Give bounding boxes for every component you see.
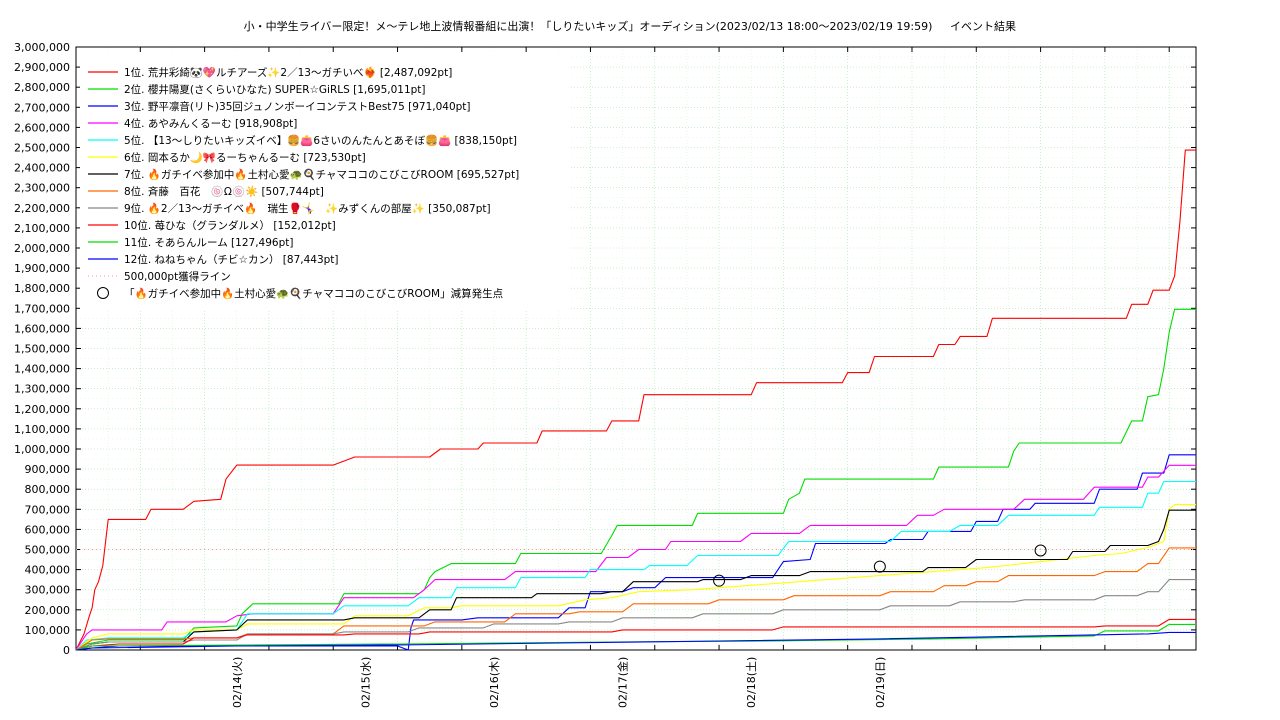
- y-tick-label: 2,300,000: [14, 182, 70, 195]
- legend-label: 2位. 櫻井陽夏(さくらいひなた) SUPER☆GiRLS [1,695,011…: [124, 83, 426, 96]
- legend-label: 12位. ねねちゃん（チビ☆カン） [87,443pt]: [124, 253, 339, 266]
- x-tick-label: 02/18(土): [745, 657, 758, 708]
- y-tick-label: 2,100,000: [14, 222, 70, 235]
- y-tick-label: 300,000: [25, 584, 71, 597]
- marker-group: [713, 544, 1047, 587]
- series-line: [75, 631, 1196, 651]
- y-tick-label: 1,300,000: [14, 383, 70, 396]
- y-tick-label: 0: [63, 644, 70, 657]
- series-line: [75, 618, 1196, 651]
- chart-title: 小・中学生ライバー限定！メ〜テレ地上波情報番組に出演！「しりたいキッズ」オーディ…: [244, 19, 933, 33]
- x-tick-label: 02/16(木): [488, 657, 501, 708]
- y-tick-label: 2,600,000: [14, 121, 70, 134]
- series-line: [75, 623, 1196, 651]
- y-tick-label: 2,500,000: [14, 142, 70, 155]
- legend-label: 1位. 荒井彩綺🐼💖ルチアーズ✨2／13〜ガチいべ❤️‍🔥 [2,487,092…: [124, 66, 452, 79]
- x-tick-label: 02/19(日): [874, 657, 887, 708]
- y-tick-label: 200,000: [25, 604, 71, 617]
- legend-label: 6位. 岡本るか🌙🎀るーちゃんるーむ [723,530pt]: [124, 151, 366, 164]
- y-tick-label: 900,000: [25, 463, 71, 476]
- decrease-point-marker: [1034, 544, 1047, 557]
- x-tick-label: 02/17(金): [616, 657, 630, 708]
- x-tick-label: 02/14(火): [231, 657, 244, 708]
- legend-label: 3位. 野平凛音(リト)35回ジュノンボーイコンテストBest75 [971,0…: [124, 100, 471, 113]
- series-line: [75, 454, 1196, 651]
- series-line: [75, 308, 1196, 651]
- series-line: [75, 149, 1196, 651]
- legend: 1位. 荒井彩綺🐼💖ルチアーズ✨2／13〜ガチいべ❤️‍🔥 [2,487,092…: [80, 52, 570, 310]
- decrease-point-marker: [713, 574, 726, 587]
- legend-label: 「🔥ガチイベ参加中🔥土村心愛🐢🍳チャマココのこびこびROOM」減算発生点: [124, 287, 503, 300]
- series-line: [75, 464, 1196, 651]
- legend-label: 8位. 斉藤 百花 🍥Ω🍥☀️ [507,744pt]: [124, 185, 324, 198]
- y-tick-label: 1,900,000: [14, 262, 70, 275]
- x-tick-label: 02/15(水): [359, 657, 372, 708]
- y-tick-label: 2,900,000: [14, 61, 70, 74]
- legend-label: 11位. そあらんルーム [127,496pt]: [124, 236, 293, 249]
- legend-label: 7位. 🔥ガチイベ参加中🔥土村心愛🐢🍳チャマココのこびこびROOM [695,5…: [124, 168, 519, 181]
- y-tick-label: 1,800,000: [14, 282, 70, 295]
- y-tick-label: 2,000,000: [14, 242, 70, 255]
- legend-label: 10位. 苺ひな（グランダルメ） [152,012pt]: [124, 219, 336, 232]
- legend-label: 5位. 【13〜しりたいキッズイベ】🍔👛6さいのんたんとあそぼ🍔👛 [838,1…: [124, 134, 517, 147]
- y-tick-label: 100,000: [25, 624, 71, 637]
- y-tick-label: 2,400,000: [14, 162, 70, 175]
- legend-label: 9位. 🔥2／13〜ガチイベ🔥 瑞生🥊🤸‍♀️ ✨みずくんの部屋✨ [350,0…: [124, 202, 491, 215]
- grid: [75, 46, 1196, 651]
- y-tick-label: 400,000: [25, 564, 71, 577]
- y-tick-label: 1,100,000: [14, 423, 70, 436]
- y-tick-label: 1,200,000: [14, 403, 70, 416]
- y-tick-label: 2,800,000: [14, 81, 70, 94]
- legend-marker: [97, 287, 109, 299]
- y-tick-label: 1,700,000: [14, 302, 70, 315]
- series-line: [75, 509, 1196, 651]
- y-tick-label: 1,500,000: [14, 343, 70, 356]
- y-tick-label: 1,400,000: [14, 363, 70, 376]
- y-tick-label: 700,000: [25, 503, 71, 516]
- y-tick-label: 2,200,000: [14, 202, 70, 215]
- legend-label: 4位. あやみんくるーむ [918,908pt]: [124, 117, 297, 130]
- y-tick-label: 500,000: [25, 544, 71, 557]
- y-tick-label: 3,000,000: [14, 41, 70, 54]
- y-tick-label: 800,000: [25, 483, 71, 496]
- y-tick-label: 1,600,000: [14, 322, 70, 335]
- series-line: [75, 504, 1196, 651]
- y-tick-label: 1,000,000: [14, 443, 70, 456]
- legend-background: [80, 52, 570, 310]
- decrease-point-marker: [873, 560, 886, 573]
- legend-label: 500,000pt獲得ライン: [124, 270, 231, 283]
- series-group: [75, 149, 1196, 651]
- y-tick-label: 2,700,000: [14, 101, 70, 114]
- y-tick-label: 600,000: [25, 523, 71, 536]
- chart-subtitle: イベント結果: [950, 19, 1016, 33]
- series-line: [75, 480, 1196, 651]
